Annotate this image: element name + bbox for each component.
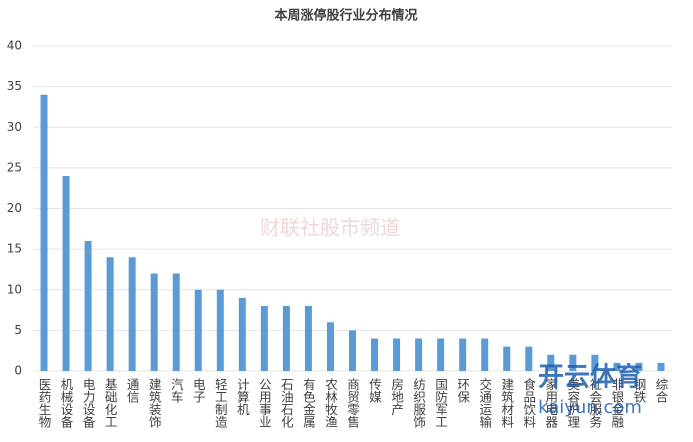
bar xyxy=(150,273,158,371)
x-tick-label: 商贸零售 xyxy=(345,377,360,428)
y-tick-label: 40 xyxy=(7,39,22,53)
x-tick-label: 美容护理 xyxy=(565,378,580,428)
x-tick-label: 建筑装饰 xyxy=(147,378,162,428)
y-tick-label: 30 xyxy=(7,120,22,134)
x-tick-label: 石油石化 xyxy=(279,378,294,429)
y-tick-label: 5 xyxy=(14,323,22,337)
bar xyxy=(172,273,180,371)
y-tick-label: 10 xyxy=(7,282,22,296)
x-tick-label: 纺织服饰 xyxy=(411,378,426,428)
y-tick-label: 35 xyxy=(7,79,22,93)
x-tick-label: 公用事业 xyxy=(257,378,272,428)
x-tick-label: 家用电器 xyxy=(543,377,558,429)
x-tick-label: 基础化工 xyxy=(103,378,118,428)
x-tick-label: 计算机 xyxy=(235,378,250,416)
x-tick-label: 环保 xyxy=(455,378,470,403)
logo-url: kaiyun.com xyxy=(538,397,642,418)
x-tick-label: 电子 xyxy=(191,378,206,403)
y-tick-label: 20 xyxy=(7,201,22,215)
bar xyxy=(304,306,312,371)
y-tick-label: 25 xyxy=(7,160,22,174)
bar xyxy=(326,322,334,371)
x-tick-label: 国防军工 xyxy=(433,378,448,428)
bar xyxy=(128,257,136,371)
x-tick-label: 轻工制造 xyxy=(213,378,228,428)
bar xyxy=(525,346,533,371)
bar xyxy=(84,241,92,371)
x-tick-label: 食品饮料 xyxy=(521,377,536,428)
x-tick-label: 房地产 xyxy=(389,377,404,416)
bar xyxy=(657,362,665,371)
x-tick-label: 汽车 xyxy=(169,377,184,404)
x-tick-label: 钢铁 xyxy=(631,378,646,403)
bar xyxy=(238,297,246,371)
x-tick-label: 综合 xyxy=(653,378,668,403)
x-tick-label: 医药生物 xyxy=(37,378,52,429)
bar xyxy=(216,289,224,371)
bar xyxy=(260,306,268,371)
bar xyxy=(503,346,511,371)
x-tick-label: 有色金属 xyxy=(301,378,316,429)
x-tick-label: 农林牧渔 xyxy=(323,378,338,428)
x-tick-label: 建筑材料 xyxy=(499,378,514,428)
bar xyxy=(106,257,114,371)
bar xyxy=(40,94,48,371)
x-tick-label: 机械设备 xyxy=(59,378,74,429)
bar xyxy=(371,338,379,371)
bar xyxy=(415,338,423,371)
bar xyxy=(591,354,599,371)
bar xyxy=(613,362,621,371)
x-tick-label: 社会服务 xyxy=(587,377,602,428)
x-tick-label: 电力设备 xyxy=(81,378,96,429)
x-tick-label: 传媒 xyxy=(367,377,382,403)
bar xyxy=(437,338,445,371)
x-tick-label: 通信 xyxy=(125,378,140,404)
bar xyxy=(62,176,70,371)
bar xyxy=(349,330,356,371)
x-tick-label: 非银金融 xyxy=(609,378,624,429)
y-tick-label: 0 xyxy=(14,364,22,378)
bar xyxy=(393,338,401,371)
bar xyxy=(481,338,489,371)
logo-text: 开云体育 xyxy=(538,362,642,393)
bar xyxy=(194,289,202,371)
x-tick-label: 交通运输 xyxy=(477,377,492,429)
watermark: 财联社股市频道 xyxy=(260,216,400,240)
y-tick-label: 15 xyxy=(7,242,22,256)
bar xyxy=(635,362,643,371)
bar xyxy=(569,354,577,371)
bar xyxy=(282,306,290,371)
chart-title: 本周涨停股行业分布情况 xyxy=(274,8,417,24)
bar xyxy=(547,354,555,371)
bar xyxy=(459,338,467,371)
